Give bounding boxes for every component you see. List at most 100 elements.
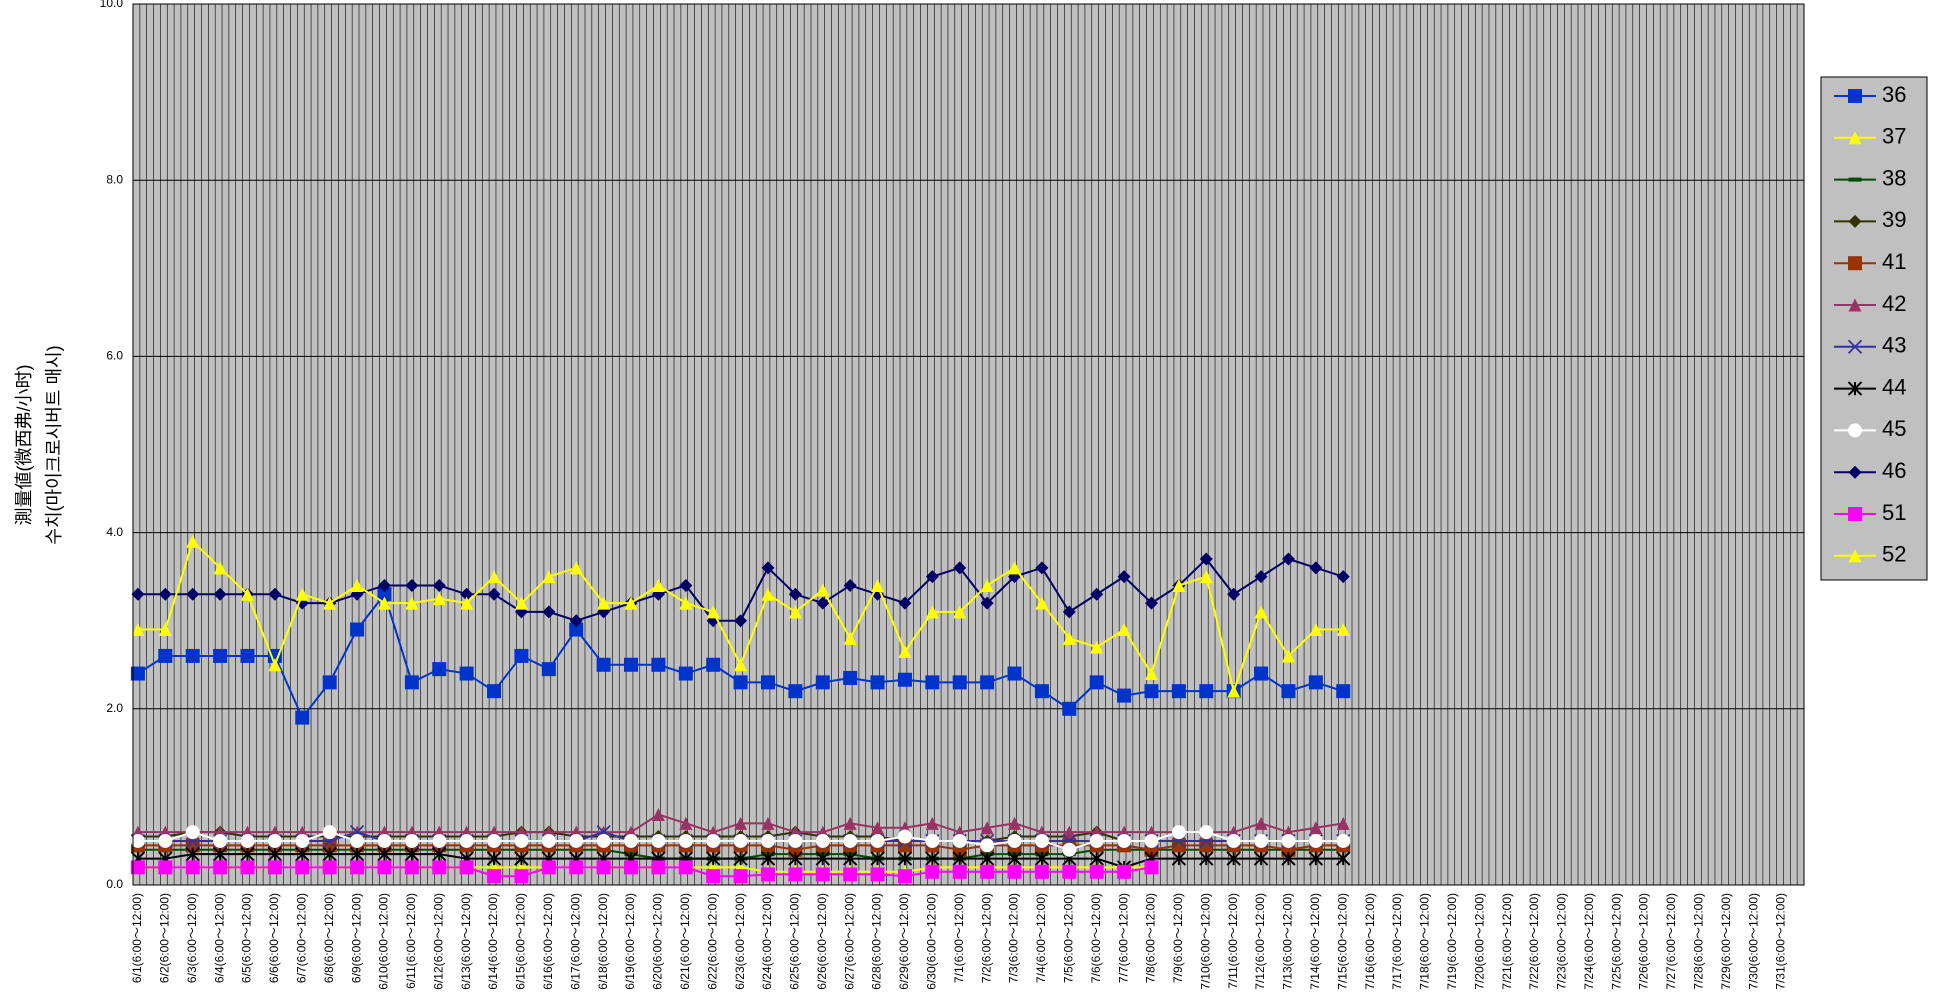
marker xyxy=(706,833,721,848)
marker xyxy=(322,846,337,862)
marker xyxy=(624,657,639,672)
x-tick-label: 6/29(6:00～12:00) xyxy=(897,893,911,990)
x-tick-label: 7/11(6:00～12:00) xyxy=(1226,893,1240,989)
marker xyxy=(897,672,912,687)
marker xyxy=(1117,833,1132,848)
marker xyxy=(1034,833,1049,848)
marker xyxy=(1254,605,1268,619)
marker xyxy=(1336,851,1351,866)
marker xyxy=(733,833,748,848)
marker xyxy=(1144,860,1159,875)
marker xyxy=(1848,423,1862,438)
marker xyxy=(158,860,173,875)
marker xyxy=(213,648,228,663)
marker xyxy=(596,860,611,875)
legend-label: 37 xyxy=(1882,124,1906,149)
marker xyxy=(1034,684,1049,699)
legend-symbol xyxy=(1848,214,1862,228)
marker xyxy=(1008,561,1022,575)
y-axis-title: 測量値(微西弗/小时) xyxy=(14,365,34,526)
x-tick-label: 7/22(6:00～12:00) xyxy=(1527,893,1541,990)
legend-symbol xyxy=(1848,298,1862,312)
marker xyxy=(212,846,228,862)
marker xyxy=(897,851,913,866)
x-tick-label: 7/1(6:00～12:00) xyxy=(952,893,966,983)
marker xyxy=(1144,833,1159,848)
marker xyxy=(843,867,858,882)
legend-label: 41 xyxy=(1882,249,1906,274)
marker xyxy=(268,587,282,601)
marker xyxy=(569,561,583,575)
x-tick-label: 7/16(6:00～12:00) xyxy=(1363,893,1377,990)
marker xyxy=(870,867,885,882)
marker xyxy=(240,648,255,663)
marker xyxy=(788,605,802,619)
marker xyxy=(760,851,776,866)
marker xyxy=(323,596,337,610)
x-tick-label: 6/11(6:00～12:00) xyxy=(404,893,418,989)
legend-symbol xyxy=(1847,339,1863,354)
marker xyxy=(870,833,885,848)
marker xyxy=(953,561,967,575)
x-tick-label: 6/7(6:00～12:00) xyxy=(294,893,308,983)
marker xyxy=(1172,578,1186,592)
x-tick-label: 7/7(6:00～12:00) xyxy=(1116,893,1130,983)
marker xyxy=(1034,864,1049,879)
marker xyxy=(460,596,474,610)
marker xyxy=(1171,851,1187,866)
x-tick-label: 6/6(6:00～12:00) xyxy=(267,893,281,983)
legend-label: 51 xyxy=(1882,500,1906,525)
marker xyxy=(843,578,857,592)
marker xyxy=(185,846,200,862)
y-tick-label: 6.0 xyxy=(106,349,123,363)
y-tick-label: 2.0 xyxy=(106,701,123,715)
marker xyxy=(158,648,173,663)
marker xyxy=(624,833,639,848)
marker xyxy=(1007,833,1022,848)
legend-symbol xyxy=(1848,423,1862,438)
marker xyxy=(925,851,940,866)
series-layer xyxy=(130,534,1351,884)
marker xyxy=(925,605,939,619)
x-tick-label: 6/3(6:00～12:00) xyxy=(185,893,199,983)
marker xyxy=(816,596,830,610)
x-tick-label: 7/19(6:00～12:00) xyxy=(1445,893,1459,990)
marker xyxy=(213,587,227,601)
marker xyxy=(1199,825,1214,840)
x-tick-label: 6/14(6:00～12:00) xyxy=(486,893,500,990)
marker xyxy=(1227,587,1241,601)
marker xyxy=(596,657,611,672)
x-tick-label: 7/10(6:00～12:00) xyxy=(1198,893,1212,990)
marker xyxy=(569,614,583,628)
marker xyxy=(158,587,172,601)
marker xyxy=(487,570,501,584)
marker xyxy=(404,860,419,875)
marker xyxy=(788,851,803,866)
marker xyxy=(569,860,584,875)
marker xyxy=(733,851,748,866)
marker xyxy=(1281,649,1295,663)
marker xyxy=(487,587,501,601)
marker xyxy=(1308,675,1323,690)
marker xyxy=(541,833,556,848)
marker xyxy=(1089,675,1104,690)
marker xyxy=(1847,381,1863,396)
marker xyxy=(514,833,529,848)
marker xyxy=(871,821,885,835)
marker xyxy=(514,648,529,663)
marker xyxy=(1034,851,1050,866)
x-tick-label: 6/19(6:00～12:00) xyxy=(623,893,637,990)
marker xyxy=(980,838,995,853)
marker xyxy=(843,631,857,645)
x-tick-label: 6/5(6:00～12:00) xyxy=(240,893,254,983)
marker xyxy=(1089,851,1104,866)
marker xyxy=(487,833,502,848)
marker xyxy=(350,578,364,592)
marker xyxy=(267,860,282,875)
x-tick-label: 6/8(6:00～12:00) xyxy=(322,893,336,983)
marker xyxy=(405,596,419,610)
marker xyxy=(1848,549,1862,563)
marker xyxy=(1035,596,1049,610)
marker xyxy=(404,675,419,690)
